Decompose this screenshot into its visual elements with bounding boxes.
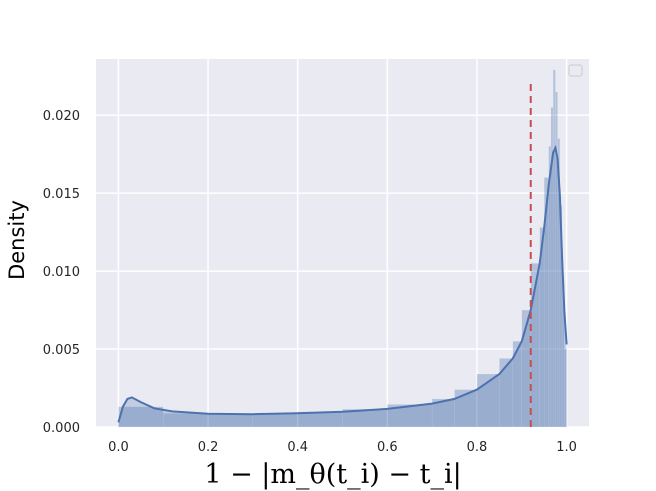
x-tick-labels: 0.0 0.2 0.4 0.6 0.8 1.0 — [108, 440, 577, 455]
histogram-bar — [564, 348, 567, 428]
x-tick-label: 0.8 — [467, 440, 488, 455]
y-tick-label: 0.000 — [43, 421, 80, 436]
histogram-bar — [162, 413, 209, 428]
y-tick-label: 0.005 — [43, 343, 80, 358]
histogram-bars — [118, 69, 567, 428]
histogram-bar — [512, 340, 523, 428]
histogram-bar — [499, 358, 514, 428]
x-axis-label: 1 − |m_θ(t_i) − t_i| — [204, 459, 461, 490]
histogram-bar — [387, 404, 433, 428]
histogram-bar — [557, 138, 561, 428]
histogram-bar — [431, 398, 455, 428]
x-tick-label: 0.6 — [377, 440, 398, 455]
histogram-bar — [550, 107, 554, 428]
kde-line — [117, 144, 568, 423]
y-tick-label: 0.010 — [43, 265, 80, 280]
histogram-bar — [543, 177, 549, 428]
legend-box — [568, 64, 583, 77]
x-tick-label: 0.2 — [198, 440, 219, 455]
y-tick-labels: 0.000 0.005 0.010 0.015 0.020 — [43, 109, 80, 436]
kde-fill-area — [118, 147, 567, 427]
x-tick-label: 0.4 — [287, 440, 308, 455]
histogram-bar — [548, 146, 552, 428]
histogram-bar — [476, 373, 500, 428]
histogram-bar — [552, 69, 556, 428]
histogram-bar — [539, 227, 545, 428]
x-tick-label: 1.0 — [556, 440, 577, 455]
y-tick-label: 0.015 — [43, 187, 80, 202]
histogram-bar — [342, 408, 388, 428]
x-tick-label: 0.0 — [108, 440, 129, 455]
y-tick-label: 0.020 — [43, 109, 80, 124]
histogram-bar — [118, 406, 164, 428]
histogram-bar — [530, 263, 540, 428]
histogram-bar — [521, 309, 531, 428]
histogram-bar — [555, 91, 558, 428]
grid-lines — [96, 59, 589, 428]
y-axis-label: Density — [5, 200, 29, 280]
histogram-bar — [454, 389, 478, 428]
